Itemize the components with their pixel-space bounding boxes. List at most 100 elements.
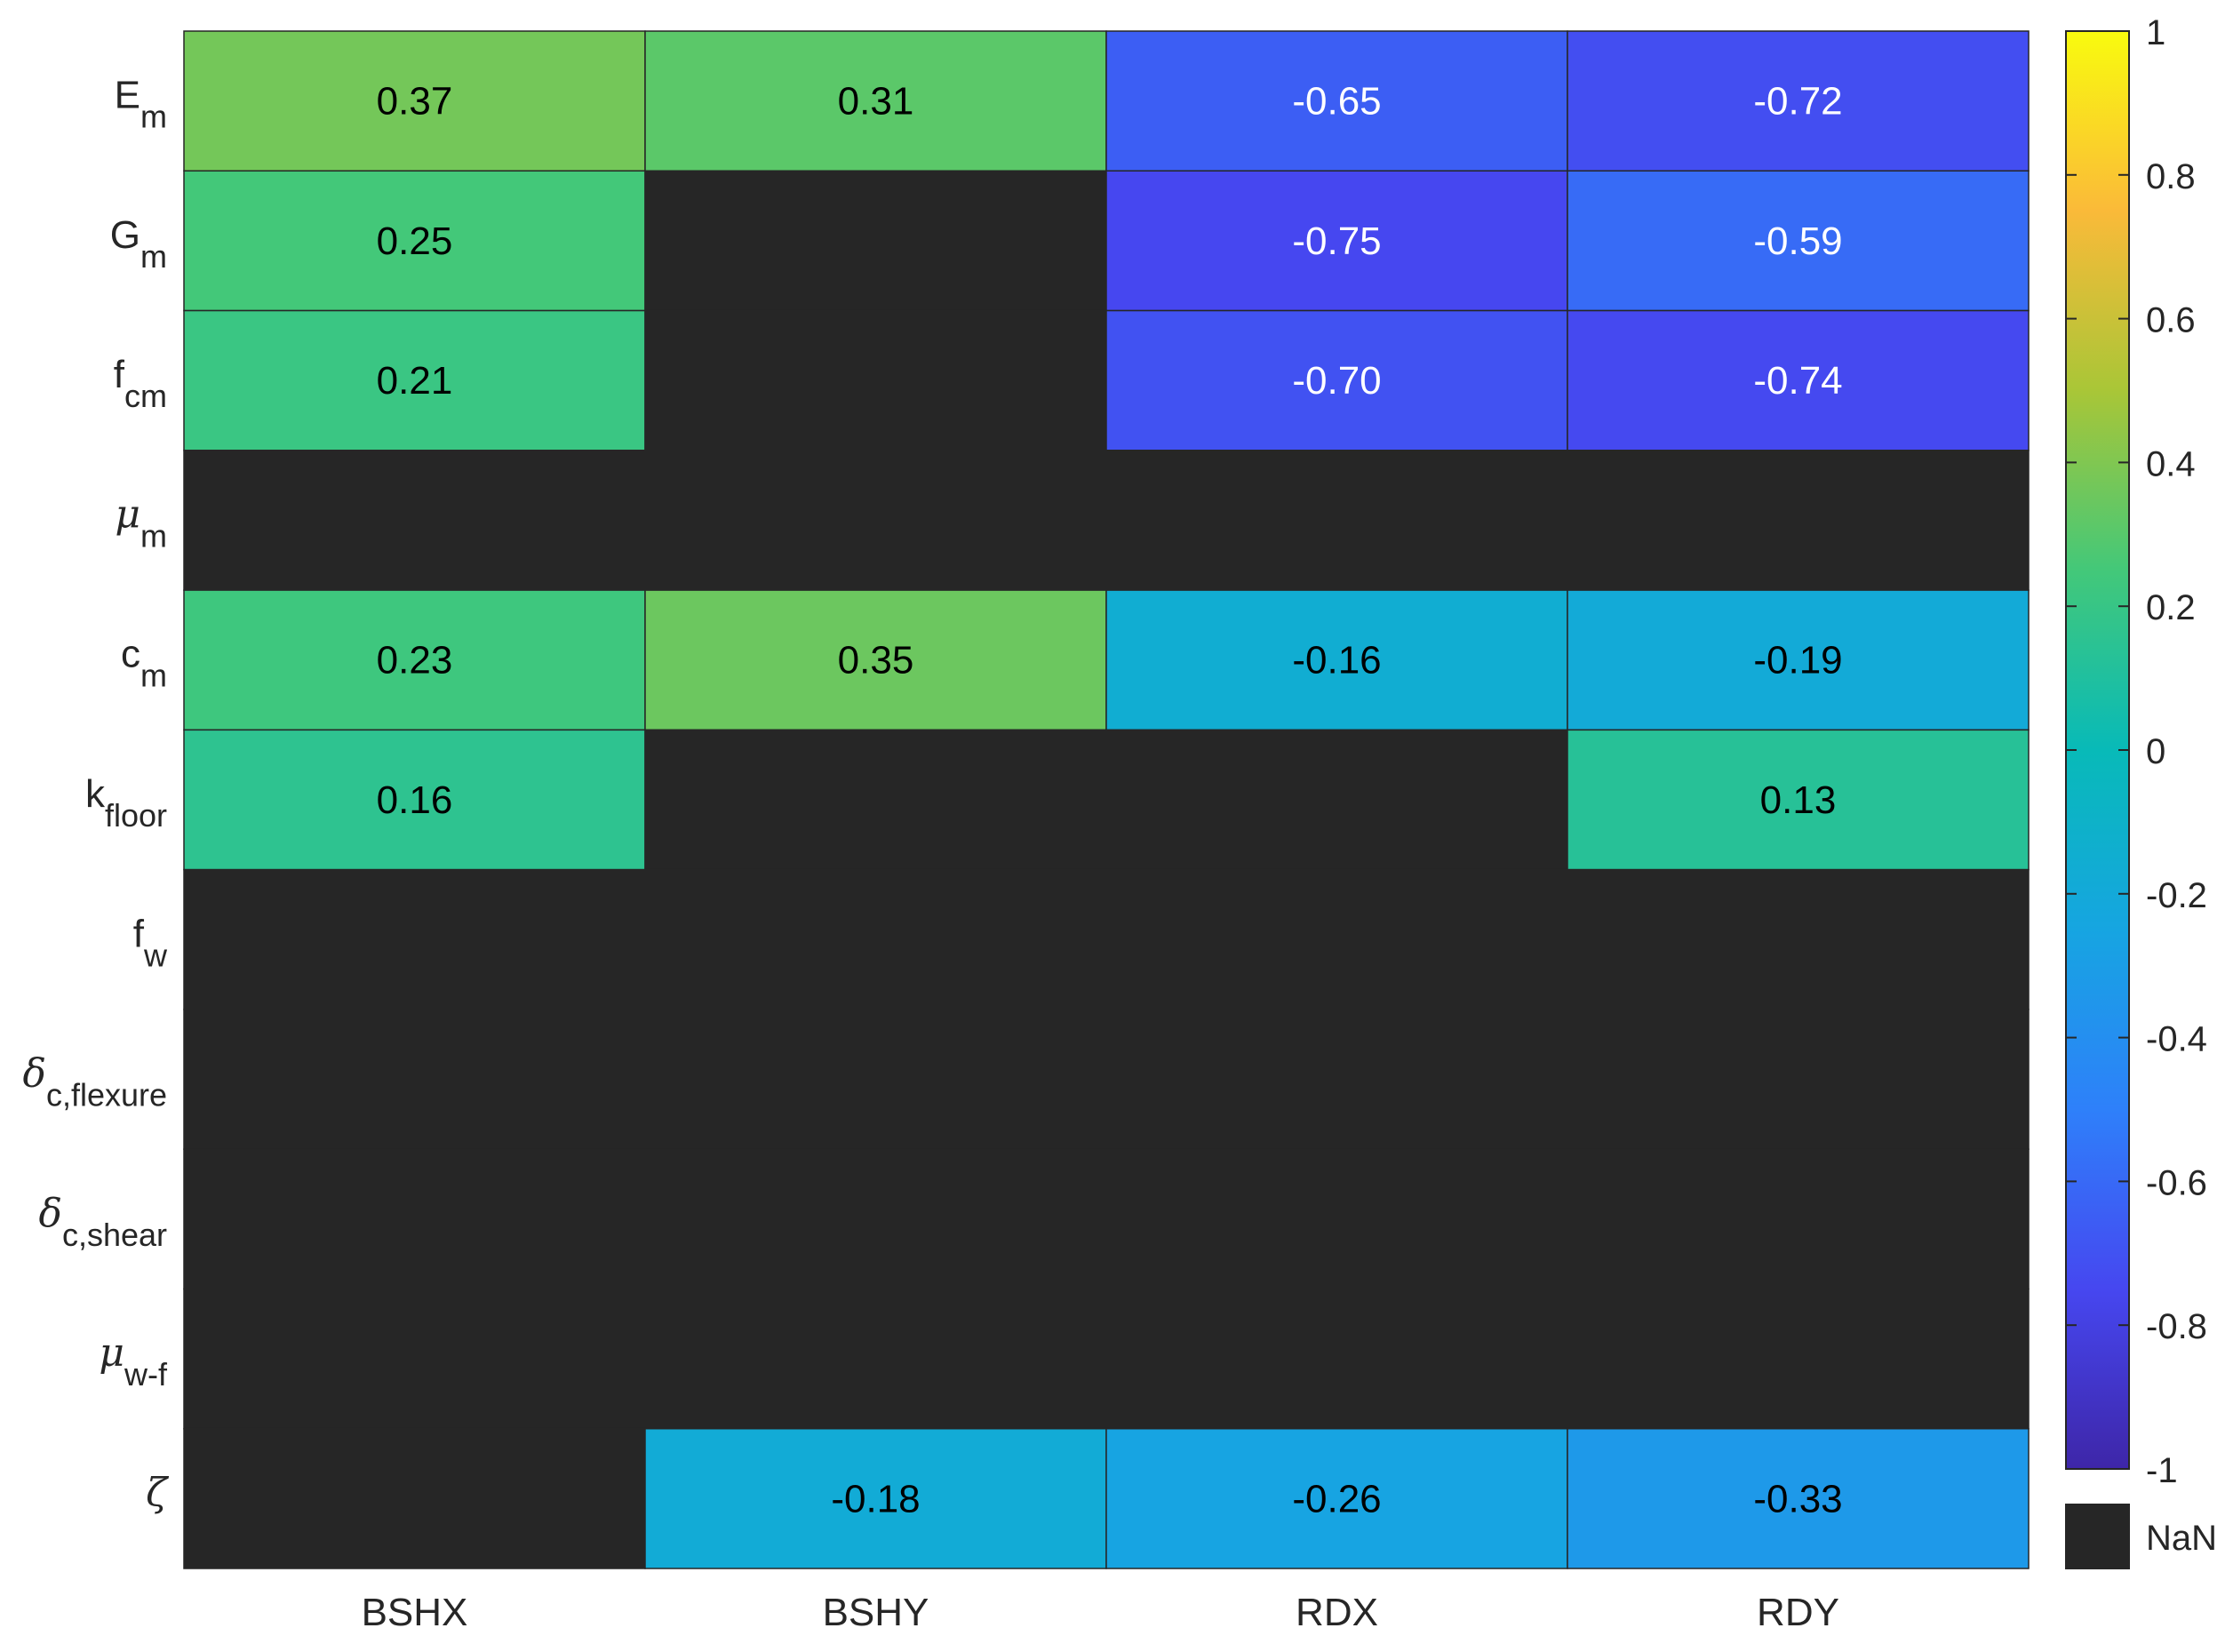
cell-value-label: 0.25 [377,219,453,263]
row-label-base: μ [115,491,140,537]
heatmap-cell [644,1288,1107,1430]
row-label-subscript: w [143,937,168,973]
row-label-subscript: cm [124,378,167,414]
column-label: RDX [1296,1591,1378,1634]
heatmap-cell [644,30,1107,172]
cell-value-label: -0.72 [1753,80,1842,124]
heatmap-cell [1105,1009,1568,1150]
heatmap-cell [1105,589,1568,731]
heatmap-cell [1567,729,2030,871]
heatmap-cell [1567,309,2030,451]
heatmap-cell [183,1009,646,1150]
row-label-base: ζ [146,1470,170,1515]
heatmap-cells: 0.37 0.31 -0.65 -0.72 0.25 -0.75 -0.59 0.21 -0.7… [183,30,2030,1569]
heatmap-cell [644,729,1107,871]
heatmap-cell [1105,729,1568,871]
row-label-subscript: w-f [124,1356,168,1393]
row-labels: EmGmfcmμmcmkfloorfwδc,flexureδc,shearμw-… [22,74,170,1516]
column-label: RDY [1757,1591,1839,1634]
heatmap-cell [1567,1427,2030,1569]
heatmap-cell [1567,30,2030,172]
cell-value-label: 0.13 [1760,778,1837,822]
row-label-subscript: m [140,517,167,554]
colorbar-tick-label: -0.6 [2146,1163,2207,1202]
row-label: μm [115,491,167,554]
heatmap-cell [1105,1288,1568,1430]
heatmap-cell [1567,170,2030,312]
row-label-base: f [133,912,145,955]
row-label-subscript: m [140,99,167,135]
colorbar: 1 0.8 0.6 0.4 0.2 0 -0.2 -0.4 -0.6 -0.8 -1 NaN [2065,13,2217,1569]
row-label-base: c [121,633,140,676]
row-label-subscript: m [140,238,167,275]
colorbar-tick-label: -0.4 [2146,1020,2207,1059]
colorbar-tick-label: -0.8 [2146,1307,2207,1346]
cell-value-label: 0.23 [377,639,453,682]
heatmap-cell [1567,1148,2030,1290]
colorbar-tick-label: 0.8 [2146,157,2196,196]
heatmap-cell [1567,589,2030,731]
heatmap-cell [183,1427,646,1569]
row-label-subscript: floor [105,797,167,834]
heatmap-cell [183,729,646,871]
row-label: δc,shear [38,1191,167,1253]
colorbar-tick-label: 0.6 [2146,301,2196,340]
cell-value-label: -0.70 [1292,359,1381,403]
heatmap-cell [183,309,646,451]
colorbar-tick-label: -1 [2146,1451,2178,1490]
heatmap-cell [644,309,1107,451]
row-label: ζ [146,1470,170,1515]
row-label: cm [121,633,167,694]
row-label-subscript: c,shear [62,1217,167,1253]
heatmap-cell [183,450,646,591]
cell-value-label: -0.74 [1753,359,1842,403]
heatmap-cell [644,589,1107,731]
heatmap-cell [1105,868,1568,1010]
colorbar-tick-label: -0.2 [2146,876,2207,915]
heatmap-cell [1567,1009,2030,1150]
cell-value-label: -0.26 [1292,1477,1381,1520]
heatmap-cell [644,868,1107,1010]
heatmap-cell [1567,450,2030,591]
row-label-base: δ [22,1051,46,1097]
row-label-subscript: m [140,658,167,694]
cell-value-label: -0.33 [1753,1477,1842,1520]
row-label: Gm [110,213,167,275]
row-label-base: k [85,772,106,816]
row-label: kfloor [85,772,167,834]
heatmap-cell [183,1148,646,1290]
column-label: BSHX [362,1591,468,1634]
row-label-base: f [114,353,125,396]
nan-swatch [2065,1504,2130,1569]
row-label-base: μ [99,1330,124,1376]
cell-value-label: 0.37 [377,80,453,124]
nan-label: NaN [2146,1519,2217,1558]
row-label: δc,flexure [22,1051,167,1113]
heatmap-cell [1567,868,2030,1010]
colorbar-tick-label: 1 [2146,13,2165,52]
heatmap-cell [1105,1427,1568,1569]
cell-value-label: -0.16 [1292,639,1381,682]
row-label: fcm [114,353,167,414]
cell-value-label: -0.19 [1753,639,1842,682]
heatmap-cell [183,1288,646,1430]
colorbar-tick-label: 0 [2146,732,2165,771]
row-label: μw-f [99,1330,168,1393]
cell-value-label: -0.18 [831,1477,920,1520]
cell-value-label: 0.31 [838,80,914,124]
cell-value-label: -0.59 [1753,219,1842,263]
heatmap-cell [1567,1288,2030,1430]
heatmap-cell [644,450,1107,591]
heatmap-cell [1105,30,1568,172]
cell-value-label: -0.75 [1292,219,1381,263]
heatmap-cell [183,868,646,1010]
heatmap-cell [644,1009,1107,1150]
heatmap-cell [644,1148,1107,1290]
cell-value-label: 0.35 [838,639,914,682]
row-label-base: δ [38,1191,62,1236]
colorbar-tick-label: 0.4 [2146,444,2196,483]
heatmap-cell [644,1427,1107,1569]
row-label-subscript: c,flexure [46,1077,167,1113]
heatmap-cell [1105,170,1568,312]
